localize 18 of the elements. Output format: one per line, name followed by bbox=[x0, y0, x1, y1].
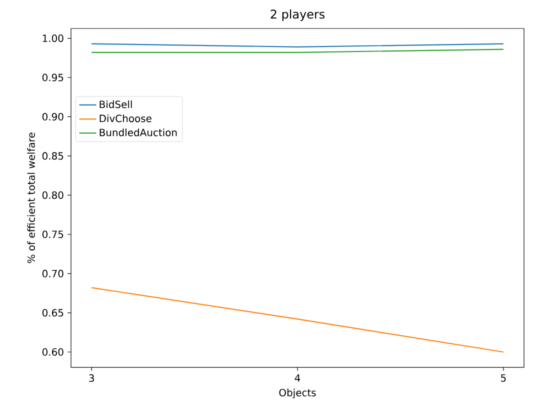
y-tick-label: 1.00 bbox=[42, 34, 64, 42]
x-tick-label: 5 bbox=[501, 374, 506, 382]
y-tick-label: 0.75 bbox=[42, 230, 64, 238]
legend-label: BundledAuction bbox=[100, 128, 177, 136]
legend-label: DivChoose bbox=[100, 114, 152, 122]
y-tick-label: 0.85 bbox=[42, 152, 64, 160]
x-tick-label: 3 bbox=[89, 374, 94, 382]
y-tick-label: 0.95 bbox=[42, 74, 64, 82]
y-tick-label: 0.60 bbox=[42, 348, 64, 356]
chart-title: 2 players bbox=[270, 9, 325, 21]
x-tick-label: 4 bbox=[294, 374, 300, 382]
y-axis-title: % of efficient total welfare bbox=[27, 132, 35, 264]
x-axis-title: Objects bbox=[279, 388, 316, 398]
y-tick-label: 0.80 bbox=[42, 191, 64, 199]
legend-label: BidSell bbox=[100, 100, 132, 108]
y-tick-label: 0.65 bbox=[42, 309, 64, 317]
y-tick-label: 0.70 bbox=[42, 270, 64, 278]
y-tick-label: 0.90 bbox=[42, 112, 64, 120]
